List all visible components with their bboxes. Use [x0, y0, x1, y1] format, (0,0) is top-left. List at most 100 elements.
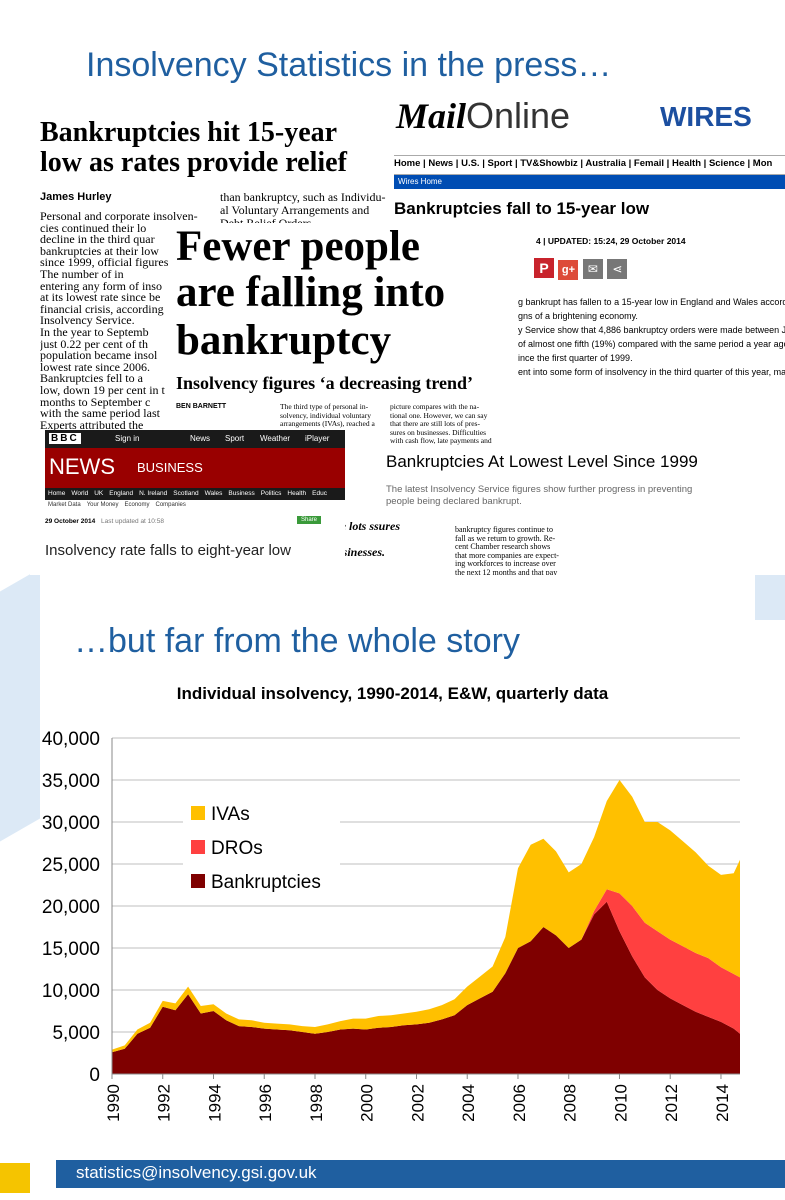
mail-headline: Bankruptcies fall to 15-year low — [394, 199, 650, 218]
bbc-subnav-item[interactable]: UK — [94, 490, 104, 497]
mail-body-line: gns of a brightening economy. — [518, 311, 638, 321]
bbc-subnav-item[interactable]: Educ — [312, 490, 327, 497]
bbc-subnav2-item[interactable]: Companies — [155, 502, 186, 508]
bbc-subnav-item[interactable]: England — [109, 490, 134, 497]
bbc-share-label: Share — [301, 517, 318, 523]
bbc-subnav-item[interactable]: Health — [287, 490, 307, 497]
mail-logo-light: Online — [466, 95, 571, 136]
x-tick-label: 2014 — [713, 1084, 732, 1122]
times-body-line: entering any form of inso — [40, 278, 162, 293]
times-body-line: In the year to Septemb — [40, 324, 149, 339]
bbc-nav-weather[interactable]: Weather — [260, 434, 291, 443]
legend-label-ivas: IVAs — [211, 804, 250, 825]
times-headline-2: low as rates provide relief — [40, 147, 347, 178]
bbc-nav-sport[interactable]: Sport — [225, 434, 245, 443]
times-body-line: Personal and corporate insolven- — [40, 211, 198, 223]
email-icon[interactable]: ✉ — [582, 259, 603, 279]
fewer-col2-line: sures on businesses. Difficulties — [390, 427, 487, 437]
bbc-subnav-item[interactable]: Home — [48, 490, 66, 497]
x-tick-label: 2004 — [459, 1084, 478, 1122]
x-tick-label: 1990 — [104, 1084, 123, 1122]
legend-swatch-bankruptcies — [191, 874, 205, 888]
mail-nav-bar: Home | News | U.S. | Sport | TV&Showbiz … — [394, 155, 785, 175]
pinterest-icon[interactable]: P — [534, 258, 554, 278]
times-body-line: months to September c — [40, 394, 151, 409]
legend-label-dros: DROs — [211, 838, 263, 859]
times-body-line: bankruptcies at their low — [40, 243, 159, 258]
times-body-line: financial crisis, according — [40, 301, 164, 316]
times-body-line: Bankruptcies fell to a — [40, 371, 143, 386]
bbc-sub-nav-2: Market Data Your Money Economy Companies — [45, 502, 345, 512]
fewer-column-3: bankruptcy figures continue to fall as we… — [455, 525, 559, 575]
times-body-line: Experts attributed the — [40, 417, 144, 432]
lowest-level-clipping: bankruptcy figures continue to fall as we… — [380, 450, 785, 575]
bbc-logo: BBC — [49, 433, 81, 444]
press-collage: Bankruptcies hit 15-year low as rates pr… — [30, 95, 785, 575]
fewer-col2-line: picture compares with the na- — [390, 402, 480, 411]
times-byline: James Hurley — [40, 191, 112, 203]
fewer-col3-line: cent Chamber research shows — [455, 542, 551, 552]
legend-box — [183, 790, 340, 902]
times-body-line: since 1999, official figures — [40, 255, 169, 270]
bbc-subnav2-item[interactable]: Your Money — [86, 502, 119, 508]
fewer-col3-line: that more companies are expect- — [455, 550, 559, 560]
fewer-col1-line: The third type of personal in- — [280, 402, 369, 411]
bbc-subnav-item[interactable]: N. Ireland — [139, 490, 168, 497]
bbc-date: 29 October 2014 — [45, 518, 96, 525]
y-tick-label: 15,000 — [42, 939, 100, 960]
mail-online-clipping: MailOnline WIRES Home | News | U.S. | Sp… — [388, 95, 785, 400]
footer-bar: statistics@insolvency.gsi.gov.uk — [56, 1160, 785, 1188]
x-tick-label: 2000 — [358, 1084, 377, 1122]
mail-body: g bankrupt has fallen to a 15-year low i… — [518, 295, 785, 379]
bbc-nav-iplayer[interactable]: iPlayer — [305, 434, 330, 443]
times-body-line: with the same period last — [40, 406, 160, 421]
x-tick-label: 1994 — [205, 1084, 224, 1122]
footer-accent — [0, 1163, 30, 1193]
bbc-headline: Insolvency rate falls to eight-year low — [45, 542, 291, 559]
y-tick-label: 10,000 — [42, 981, 100, 1002]
mail-logo-bold: Mail — [396, 96, 467, 136]
chart-title: Individual insolvency, 1990-2014, E&W, q… — [176, 684, 609, 703]
google-plus-icon[interactable]: g+ — [558, 260, 579, 280]
legend-swatch-dros — [191, 840, 205, 854]
fewer-headline-3: bankruptcy — [176, 317, 392, 364]
bbc-date-line: 29 October 2014 Last updated at 10:58 — [45, 518, 164, 525]
insolvency-area-chart: 0 5,000 10,000 15,000 20,000 25,000 30,000 35,0… — [42, 729, 740, 1122]
times-body-line: The number of in — [40, 266, 124, 281]
area-bankruptcies — [112, 901, 740, 1074]
fewer-headline-2: are falling into — [176, 269, 446, 316]
fewer-col1-line: arrangements (IVAs), reached a — [280, 419, 375, 429]
fewer-byline: BEN BARNETT — [176, 403, 227, 410]
lowest-sub-2: people being declared bankrupt. — [386, 496, 522, 507]
fewer-subheadline: Insolvency figures ‘a decreasing trend’ — [176, 373, 473, 393]
x-tick-label: 2002 — [408, 1084, 427, 1122]
bbc-subnav-item[interactable]: Wales — [204, 490, 223, 497]
bbc-subnav2-item[interactable]: Economy — [124, 502, 150, 508]
fewer-headline-1: Fewer people — [176, 223, 420, 270]
bbc-nav-news[interactable]: News — [190, 434, 211, 443]
bbc-red-banner: NEWS BUSINESS — [45, 448, 345, 488]
times-body-line: Insolvency Service. — [40, 313, 135, 328]
mail-body-line: ince the first quarter of 1999. — [518, 353, 633, 363]
legend-label-bankruptcies: Bankruptcies — [211, 872, 321, 893]
lowest-headline: Bankruptcies At Lowest Level Since 1999 — [386, 452, 698, 471]
y-tick-label: 25,000 — [42, 855, 100, 876]
bbc-subnav2-item[interactable]: Market Data — [48, 502, 81, 508]
bbc-subnav-item[interactable]: Business — [228, 490, 255, 497]
x-tick-label: 1998 — [307, 1084, 326, 1122]
wires-logo: WIRES — [660, 101, 752, 132]
times-headline-1: Bankruptcies hit 15-year — [40, 117, 338, 148]
bbc-sign-in[interactable]: Sign in — [115, 434, 140, 443]
bbc-sub-nav: Home World UK England N. Ireland Scotland Wale… — [45, 488, 345, 500]
bbc-subnav-item[interactable]: World — [71, 490, 89, 497]
mail-body-line: g bankrupt has fallen to a 15-year low i… — [518, 297, 785, 307]
bbc-news-label: NEWS — [49, 454, 115, 479]
y-tick-label: 5,000 — [52, 1023, 100, 1044]
mail-body-line: of almost one fifth (19%) compared with … — [518, 339, 785, 349]
bbc-subnav-item[interactable]: Scotland — [173, 490, 199, 497]
times-body-line: population became insol — [40, 348, 158, 363]
bbc-share-button[interactable]: Share — [297, 516, 322, 524]
share-icon[interactable]: ⋖ — [607, 259, 628, 279]
footer-email[interactable]: statistics@insolvency.gsi.gov.uk — [76, 1163, 317, 1182]
bbc-subnav-item[interactable]: Politics — [260, 490, 282, 497]
